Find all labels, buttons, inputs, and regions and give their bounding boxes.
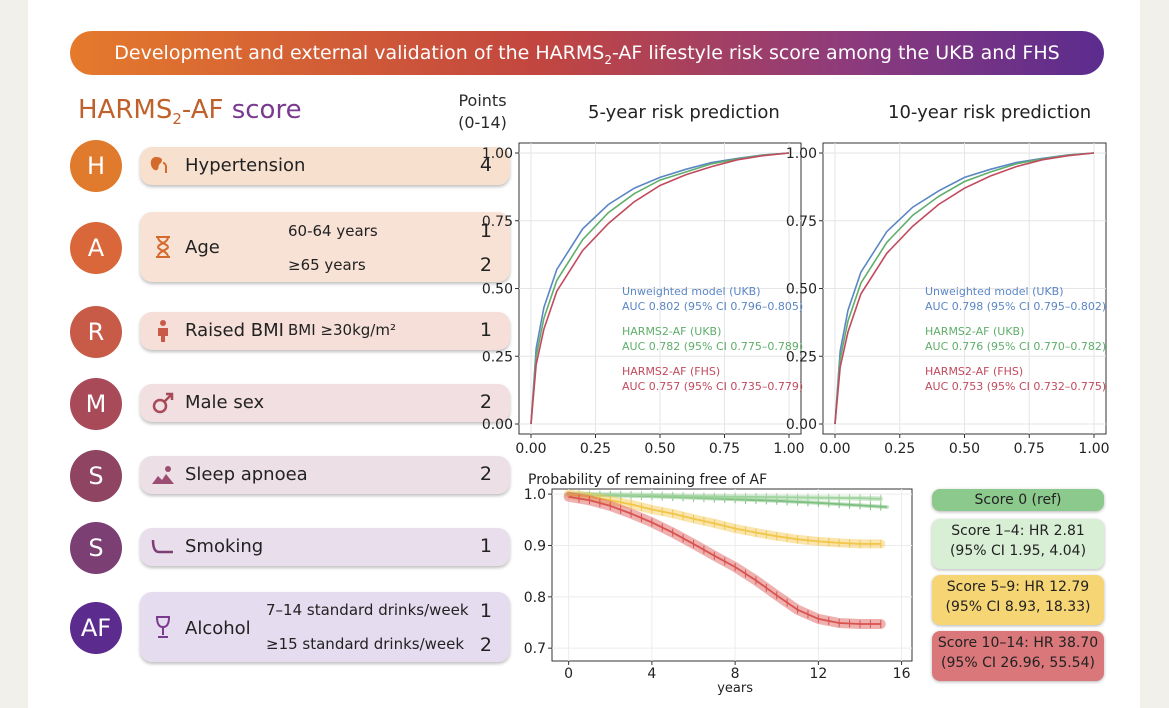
label-age: Age: [185, 237, 220, 258]
label-raised-bmi: Raised BMI: [185, 320, 284, 341]
banner-text-a: Development and external validation of t…: [114, 42, 605, 64]
banner-text-b: -AF lifestyle risk score among the UKB a…: [611, 42, 1060, 64]
points-age-60-64: 1: [479, 220, 492, 242]
cond-bmi: BMI ≥30kg/m²: [288, 321, 396, 339]
male-icon: [152, 392, 174, 414]
points-hypertension: 4: [479, 154, 492, 176]
row-raised-bmi: [140, 312, 510, 350]
legend-score5-line1: Score 5–9: HR 12.79: [946, 579, 1090, 595]
points-header: Points (0-14): [445, 90, 520, 134]
legend-score10-line2: (95% CI 26.96, 55.54): [941, 655, 1095, 671]
row-alcohol: [140, 592, 510, 662]
legend-score0: Score 0 (ref): [932, 489, 1104, 511]
letter-circle-s-smoking: S: [70, 522, 122, 574]
cond-age-60-64: 60-64 years: [288, 222, 378, 240]
cond-alcohol-7-14: 7–14 standard drinks/week: [266, 601, 469, 619]
legend-score5: Score 5–9: HR 12.79 (95% CI 8.93, 18.33): [932, 575, 1104, 625]
hourglass-icon: [156, 236, 170, 258]
person-icon: [158, 320, 168, 342]
label-male-sex: Male sex: [185, 392, 265, 413]
banner-sub: 2: [604, 52, 612, 67]
row-smoking: [140, 528, 510, 566]
points-header-line1: Points: [458, 91, 507, 110]
pipe-icon: [151, 539, 173, 554]
legend-score1-line1: Score 1–4: HR 2.81: [951, 523, 1085, 539]
score-title-c: score: [223, 95, 302, 125]
roc10-title: 10-year risk prediction: [888, 102, 1092, 123]
cond-alcohol-15: ≥15 standard drinks/week: [266, 635, 465, 653]
points-smoking: 1: [479, 535, 492, 557]
kidney-icon: [150, 157, 167, 173]
banner-title: Development and external validation of t…: [70, 31, 1104, 75]
row-male-sex: [140, 384, 510, 422]
score-title-sub: 2: [172, 110, 182, 128]
legend-score1-line2: (95% CI 1.95, 4.04): [949, 543, 1087, 559]
roc5-title: 5-year risk prediction: [588, 102, 780, 123]
legend-score0-text: Score 0 (ref): [974, 492, 1062, 508]
points-male-sex: 2: [479, 391, 492, 413]
letter-circle-m: M: [70, 378, 122, 430]
label-alcohol: Alcohol: [185, 618, 251, 639]
label-hypertension: Hypertension: [185, 155, 306, 176]
points-alcohol-7-14: 1: [479, 600, 492, 622]
label-sleep-apnoea: Sleep apnoea: [185, 464, 308, 485]
sleep-icon: [152, 466, 174, 484]
row-age: [140, 212, 510, 282]
points-age-65: 2: [479, 254, 492, 276]
points-sleep-apnoea: 2: [479, 463, 492, 485]
legend-score10: Score 10–14: HR 38.70 (95% CI 26.96, 55.5…: [932, 631, 1104, 681]
letter-circle-h: H: [70, 140, 122, 192]
letter-circle-af: AF: [70, 602, 122, 654]
score-title-a: HARMS: [78, 95, 173, 125]
letter-circle-a: A: [70, 222, 122, 274]
score-title: HARMS2-AF score: [78, 95, 302, 128]
points-bmi: 1: [479, 319, 492, 341]
cond-age-65: ≥65 years: [288, 256, 366, 274]
legend-score5-line2: (95% CI 8.93, 18.33): [945, 599, 1091, 615]
row-sleep-apnoea: [140, 456, 510, 494]
points-alcohol-15: 2: [479, 634, 492, 656]
legend-score10-line1: Score 10–14: HR 38.70: [937, 635, 1099, 651]
legend-score1: Score 1–4: HR 2.81 (95% CI 1.95, 4.04): [932, 519, 1104, 569]
row-hypertension: [140, 147, 510, 185]
label-smoking: Smoking: [185, 536, 264, 557]
score-title-b: -AF: [181, 95, 224, 125]
letter-circle-s-sleep: S: [70, 450, 122, 502]
points-header-line2: (0-14): [458, 113, 507, 132]
letter-circle-r: R: [70, 306, 122, 358]
wine-glass-icon: [155, 616, 171, 638]
